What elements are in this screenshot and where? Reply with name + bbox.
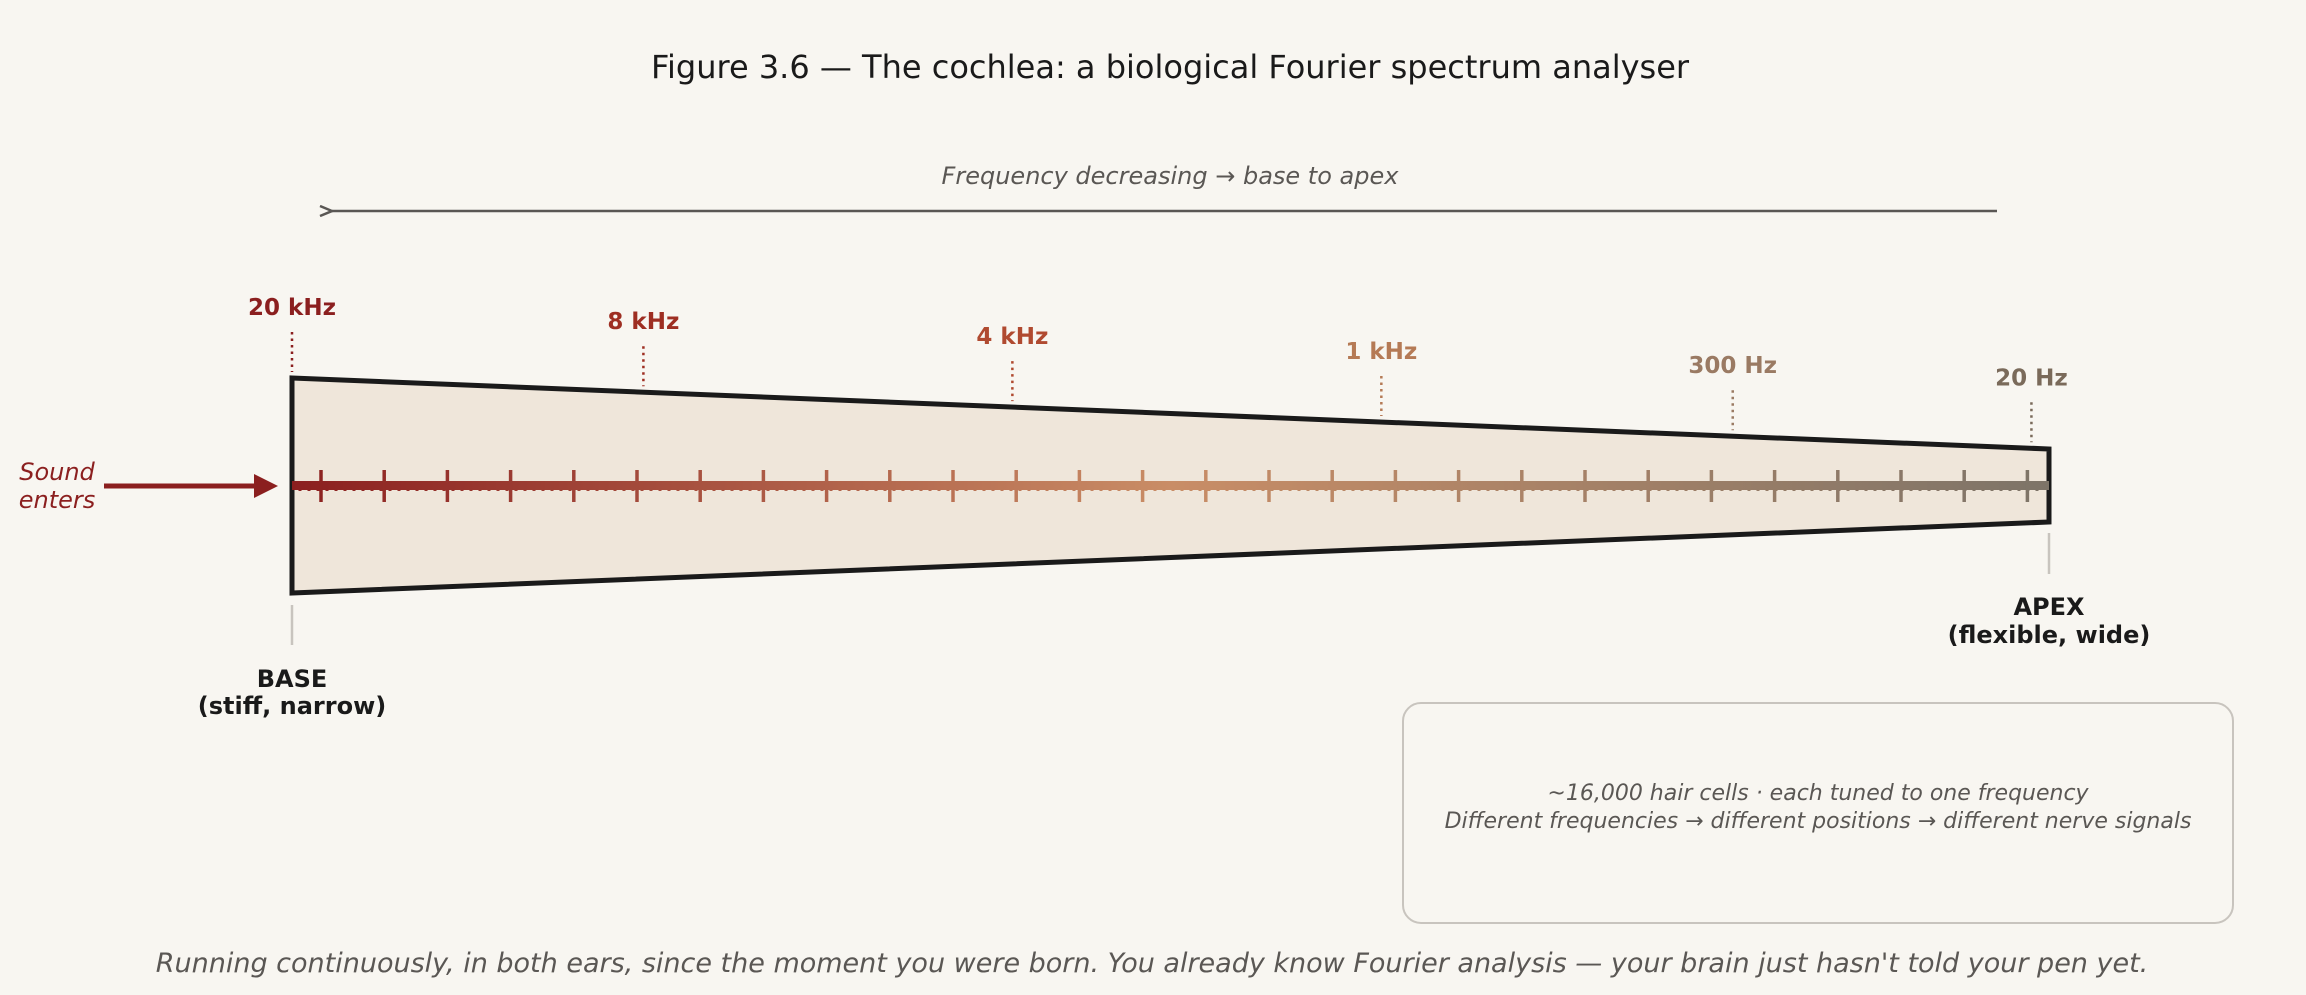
sound-input-label-line1: Sound bbox=[19, 458, 95, 486]
sound-input-label-line2: enters bbox=[19, 486, 96, 514]
footer-caption: Running continuously, in both ears, sinc… bbox=[156, 948, 2149, 979]
apex-label-line2: (flexible, wide) bbox=[1948, 621, 2151, 649]
frequency-marker-label: 1 kHz bbox=[1345, 339, 1417, 365]
frequency-markers: 20 kHz 8 kHz 4 kHz 1 kHz 300 Hz 20 Hz bbox=[248, 295, 2068, 443]
note-line2: Different frequencies → different positi… bbox=[1445, 809, 2192, 834]
apex-label-line1: APEX bbox=[2013, 593, 2085, 621]
note-box bbox=[1402, 702, 2234, 924]
note-line1: ~16,000 hair cells · each tuned to one f… bbox=[1547, 781, 2089, 806]
sound-input-arrow-head bbox=[254, 474, 278, 498]
frequency-marker-label: 300 Hz bbox=[1688, 353, 1777, 379]
frequency-marker-label: 4 kHz bbox=[976, 324, 1048, 350]
hair-cell-band bbox=[292, 481, 2049, 490]
direction-caption: Frequency decreasing → base to apex bbox=[942, 162, 1400, 190]
frequency-marker-label: 8 kHz bbox=[607, 309, 679, 335]
frequency-marker-label: 20 Hz bbox=[1995, 365, 2068, 391]
hair-cell-minor-ticks bbox=[298, 481, 2039, 491]
hair-cell-major-ticks bbox=[319, 470, 2030, 502]
frequency-marker-label: 20 kHz bbox=[248, 295, 336, 321]
figure-title: Figure 3.6 — The cochlea: a biological F… bbox=[651, 48, 1690, 86]
base-label-line2: (stiff, narrow) bbox=[198, 692, 386, 720]
base-label-line1: BASE bbox=[257, 665, 328, 693]
